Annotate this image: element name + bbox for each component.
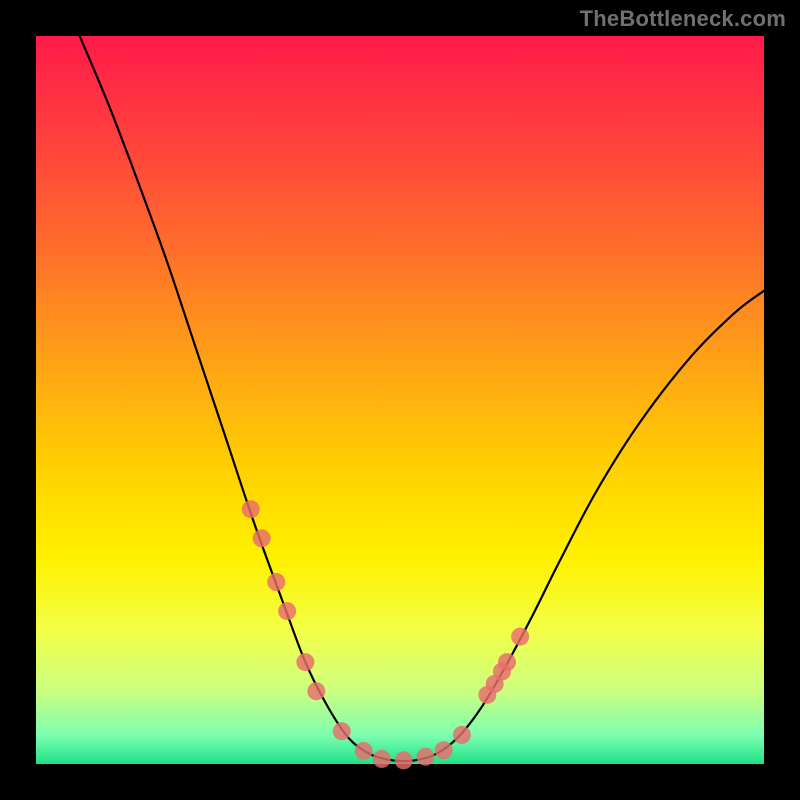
curve-marker [355,742,373,760]
curve-marker [333,722,351,740]
watermark-text: TheBottleneck.com [580,6,786,32]
curve-marker [395,751,413,769]
curve-marker [253,529,271,547]
chart-frame: TheBottleneck.com [0,0,800,800]
curve-marker [498,653,516,671]
curve-marker [267,573,285,591]
curve-marker [453,726,471,744]
curve-marker [296,653,314,671]
curve-marker [435,741,453,759]
curve-marker [307,682,325,700]
curve-marker [416,748,434,766]
curve-marker [511,628,529,646]
curve-marker [278,602,296,620]
bottleneck-curve-chart [0,0,800,800]
curve-marker [373,750,391,768]
curve-marker [242,500,260,518]
